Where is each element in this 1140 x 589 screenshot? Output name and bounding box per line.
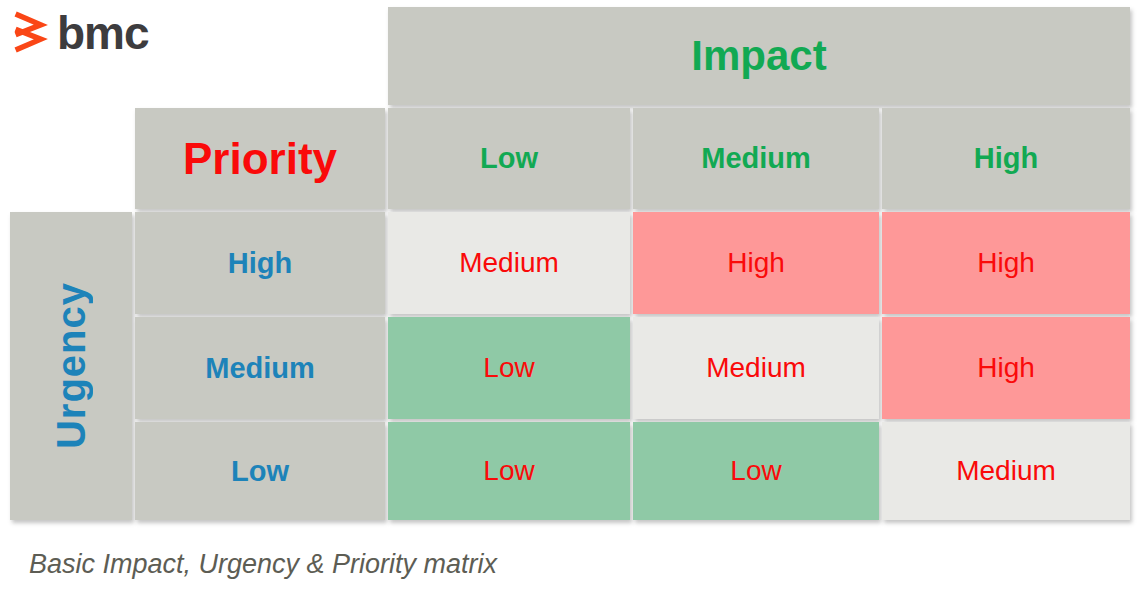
urgency-level-high-label: High: [228, 247, 292, 280]
urgency-level-low-header: Low: [135, 422, 385, 520]
urgency-level-medium-header: Medium: [135, 317, 385, 419]
urgency-level-low-label: Low: [231, 455, 289, 488]
urgency-axis-header: Urgency: [10, 212, 132, 520]
impact-level-high-header: High: [882, 108, 1130, 209]
matrix-cell-medium-high: High: [882, 317, 1130, 419]
caption: Basic Impact, Urgency & Priority matrix: [29, 549, 497, 580]
matrix-cell-value: Medium: [956, 455, 1056, 487]
matrix-cell-value: Low: [483, 352, 534, 384]
impact-axis-label: Impact: [691, 32, 826, 80]
matrix-cell-high-medium: High: [633, 212, 879, 314]
urgency-level-high-header: High: [135, 212, 385, 314]
matrix-cell-low-medium: Low: [633, 422, 879, 520]
urgency-axis-label: Urgency: [49, 282, 94, 449]
impact-level-medium-label: Medium: [701, 142, 811, 175]
matrix-cell-high-low: Medium: [388, 212, 630, 314]
impact-level-medium-header: Medium: [633, 108, 879, 209]
impact-axis-header: Impact: [388, 7, 1130, 105]
priority-label: Priority: [183, 134, 337, 184]
impact-level-low-header: Low: [388, 108, 630, 209]
matrix-cell-value: High: [977, 352, 1035, 384]
matrix-cell-low-low: Low: [388, 422, 630, 520]
matrix-cell-medium-medium: Medium: [633, 317, 879, 419]
urgency-level-medium-label: Medium: [205, 352, 315, 385]
matrix-cell-high-high: High: [882, 212, 1130, 314]
matrix-cell-value: Low: [730, 455, 781, 487]
matrix-cell-value: High: [727, 247, 785, 279]
matrix-cell-low-high: Medium: [882, 422, 1130, 520]
impact-level-high-label: High: [974, 142, 1038, 175]
matrix-cell-value: Medium: [706, 352, 806, 384]
matrix-cell-medium-low: Low: [388, 317, 630, 419]
matrix-cell-value: Medium: [459, 247, 559, 279]
matrix-cell-value: Low: [483, 455, 534, 487]
matrix-cell-value: High: [977, 247, 1035, 279]
page: bmc Impact Priority Low Medium High Urge…: [0, 0, 1140, 589]
priority-header: Priority: [135, 108, 385, 209]
priority-matrix: Impact Priority Low Medium High Urgency …: [10, 7, 1130, 520]
impact-level-low-label: Low: [480, 142, 538, 175]
